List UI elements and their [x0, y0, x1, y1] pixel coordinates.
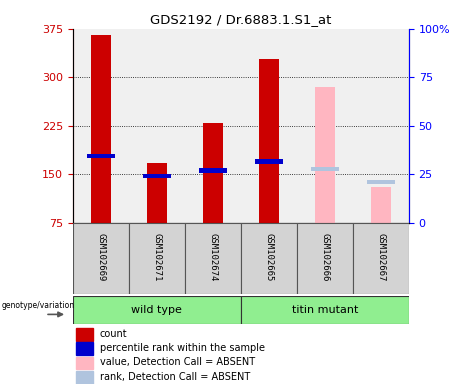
Bar	[76, 371, 93, 384]
Text: genotype/variation: genotype/variation	[1, 301, 75, 310]
Bar	[73, 296, 241, 324]
Bar	[311, 167, 338, 171]
Bar	[91, 35, 110, 223]
Text: rank, Detection Call = ABSENT: rank, Detection Call = ABSENT	[100, 372, 250, 382]
Text: value, Detection Call = ABSENT: value, Detection Call = ABSENT	[100, 358, 255, 367]
Bar	[367, 180, 395, 184]
Bar	[76, 342, 93, 355]
Text: wild type: wild type	[132, 305, 182, 315]
Text: percentile rank within the sample: percentile rank within the sample	[100, 343, 265, 353]
Text: GSM102671: GSM102671	[152, 233, 161, 281]
Text: GSM102674: GSM102674	[208, 233, 217, 281]
Text: GSM102666: GSM102666	[321, 233, 329, 281]
Text: GSM102665: GSM102665	[265, 233, 274, 281]
Bar	[73, 223, 129, 294]
Bar	[76, 357, 93, 369]
Bar	[203, 122, 223, 223]
Title: GDS2192 / Dr.6883.1.S1_at: GDS2192 / Dr.6883.1.S1_at	[150, 13, 331, 26]
Bar	[87, 154, 115, 159]
Bar	[76, 328, 93, 341]
Bar	[371, 187, 391, 223]
Bar	[129, 223, 185, 294]
Bar	[185, 223, 241, 294]
Bar	[297, 223, 353, 294]
Bar	[353, 223, 409, 294]
Text: GSM102667: GSM102667	[376, 233, 385, 281]
Bar	[241, 223, 297, 294]
Bar	[315, 87, 335, 223]
Text: titin mutant: titin mutant	[292, 305, 358, 315]
Bar	[241, 296, 409, 324]
Bar	[199, 168, 227, 173]
Bar	[255, 159, 282, 164]
Bar	[259, 59, 279, 223]
Bar	[147, 162, 167, 223]
Bar	[143, 174, 171, 179]
Text: GSM102669: GSM102669	[96, 233, 105, 281]
Text: count: count	[100, 329, 127, 339]
